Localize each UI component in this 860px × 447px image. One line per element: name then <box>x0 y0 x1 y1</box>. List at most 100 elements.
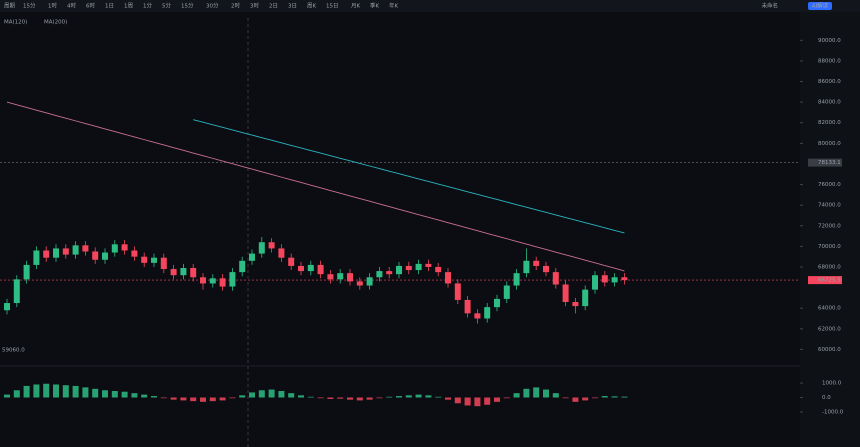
macd-bar <box>82 387 89 398</box>
interval-tab[interactable]: 2日 <box>269 3 278 10</box>
interval-tab[interactable]: 年K <box>389 2 399 10</box>
y-tick-label: 72000.0 <box>818 223 841 229</box>
candle-body <box>611 277 618 283</box>
interval-tab[interactable]: 3日 <box>288 3 297 10</box>
y-tick-label: 88000.0 <box>818 58 841 64</box>
y-tick-label: 70000.0 <box>818 244 841 250</box>
candle-body <box>131 250 138 257</box>
y-tick-label: 62000.0 <box>818 326 841 332</box>
candle-body <box>484 307 491 319</box>
macd-bar <box>503 397 510 399</box>
macd-bar <box>396 396 402 398</box>
y-tick-label: 64000.0 <box>818 306 841 312</box>
macd-bar <box>249 392 255 398</box>
candle-body <box>111 244 118 253</box>
macd-bar <box>415 394 422 398</box>
candle-body <box>317 264 324 275</box>
macd-bar <box>464 397 471 406</box>
candle-body <box>572 302 579 307</box>
candle-body <box>562 284 569 302</box>
candle-body <box>249 253 255 261</box>
y-tick-label: 82000.0 <box>818 120 841 126</box>
macd-bar <box>33 384 40 398</box>
macd-bar <box>572 397 579 402</box>
macd-bar <box>111 390 118 398</box>
interval-tab[interactable]: 1日 <box>105 3 114 10</box>
interval-tab[interactable]: 1分 <box>143 2 152 10</box>
interval-tab[interactable]: 15分 <box>181 2 194 10</box>
y-tick-label: 60000.0 <box>818 347 841 353</box>
macd-tick-label: 1000.0 <box>822 381 842 387</box>
macd-bar <box>209 397 216 402</box>
ai-button[interactable] <box>808 2 832 10</box>
candle-body <box>435 266 442 273</box>
interval-tab[interactable]: 2时 <box>231 2 240 10</box>
macd-bar <box>327 397 334 399</box>
interval-tab[interactable]: 1时 <box>48 2 57 10</box>
candle-body <box>82 245 89 252</box>
legend-entry: MA(120) <box>4 20 27 26</box>
macd-bar <box>160 397 167 399</box>
interval-tab[interactable]: 15日 <box>326 3 339 10</box>
candle-body <box>474 313 481 319</box>
candle-body <box>190 268 197 278</box>
macd-bar <box>121 391 128 398</box>
interval-tab[interactable]: 周期 <box>4 3 16 10</box>
macd-bar <box>53 384 59 398</box>
interval-tab[interactable]: 月K <box>351 3 361 10</box>
y-tick-label: 80000.0 <box>818 141 841 147</box>
candle-body <box>102 252 108 260</box>
y-tick-label: 74000.0 <box>818 203 841 209</box>
macd-bar <box>229 397 236 399</box>
macd-bar <box>454 397 461 404</box>
interval-tab[interactable]: 季K <box>370 2 380 10</box>
interval-tab[interactable]: 6时 <box>86 2 95 10</box>
candle-body <box>141 256 148 263</box>
last-price-tag <box>808 276 842 285</box>
candle-body <box>258 242 265 254</box>
candle-body <box>92 251 99 260</box>
interval-tab[interactable]: 4时 <box>67 2 76 10</box>
candle-body <box>337 273 344 280</box>
layout-name[interactable]: 未命名 <box>761 2 778 10</box>
candle-body <box>72 245 79 255</box>
candle-body <box>33 250 40 265</box>
interval-tab[interactable]: 5分 <box>162 2 171 10</box>
candle-body <box>425 263 432 267</box>
candle-body <box>533 260 540 266</box>
macd-bar <box>494 397 500 402</box>
candle-body <box>23 264 30 280</box>
candle-body <box>356 281 363 286</box>
macd-bar <box>170 397 177 400</box>
macd-bar <box>386 396 393 398</box>
interval-tab[interactable]: 15分 <box>23 2 36 10</box>
macd-bar <box>445 397 451 400</box>
candle-body <box>454 283 461 300</box>
candle-body <box>43 250 50 258</box>
macd-bar <box>533 387 540 398</box>
macd-bar <box>151 396 157 398</box>
ai-button-label[interactable]: AI解读 <box>812 2 829 10</box>
interval-tab[interactable]: 3时 <box>250 2 259 10</box>
y-tick-label: 76000.0 <box>818 182 841 188</box>
candle-body <box>180 268 187 276</box>
candle-body <box>151 257 157 263</box>
candle-body <box>62 248 69 255</box>
macd-bar <box>278 390 285 398</box>
y-tick-label: 68000.0 <box>818 264 841 270</box>
macd-bar <box>62 385 69 398</box>
interval-tab[interactable]: 1周 <box>124 3 133 10</box>
macd-bar <box>13 390 20 398</box>
candle-body <box>219 278 226 287</box>
candle-body <box>366 277 373 286</box>
candle-body <box>376 271 383 278</box>
interval-tab[interactable]: 30分 <box>206 2 219 10</box>
candle-body <box>229 272 236 287</box>
candle-body <box>513 273 520 286</box>
macd-bar <box>435 396 442 398</box>
marked-price-label: 78133.1 <box>818 160 841 166</box>
candle-body <box>160 257 167 270</box>
candle-body <box>200 277 206 284</box>
interval-tab[interactable]: 周K <box>307 3 317 10</box>
